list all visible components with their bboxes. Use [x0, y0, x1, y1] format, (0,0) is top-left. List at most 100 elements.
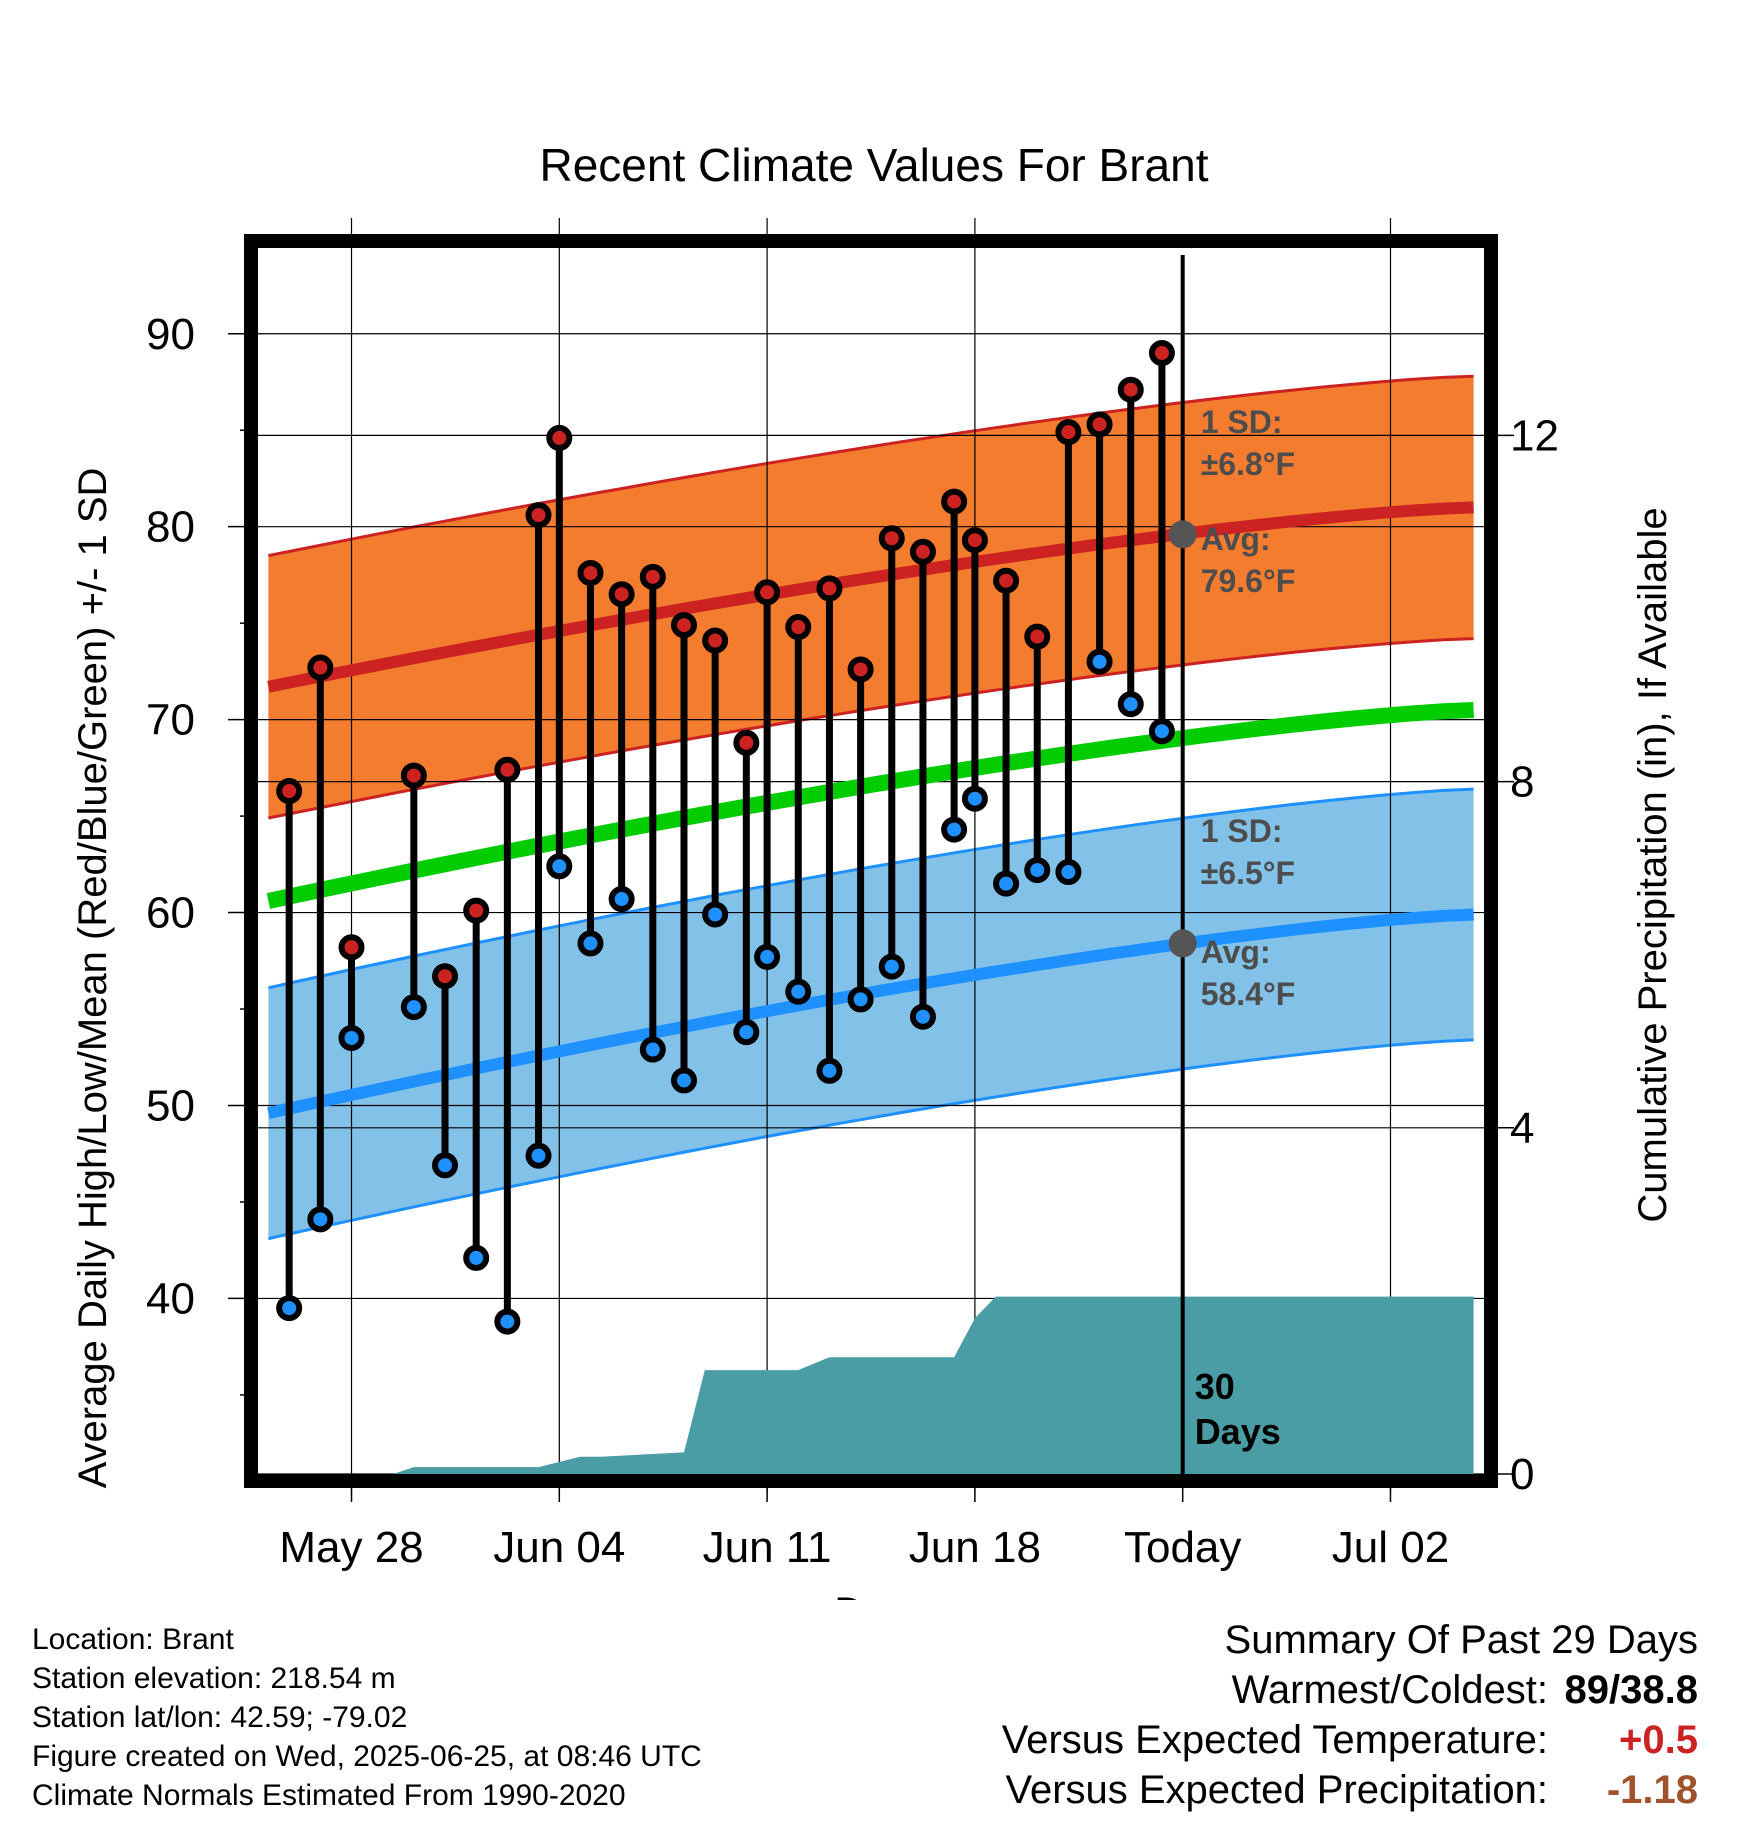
footer-created: Figure created on Wed, 2025-06-25, at 08…: [32, 1740, 702, 1773]
daily-low-point: [961, 785, 988, 812]
high-avg-annotation-line-1: Avg:: [1201, 521, 1271, 557]
y-tick-label: 60: [146, 889, 195, 938]
summary-temp-value: +0.5: [1619, 1718, 1698, 1762]
low-sd-annotation-line-2: ±6.5°F: [1201, 855, 1295, 891]
daily-low-point: [338, 1024, 365, 1051]
daily-low-point: [754, 943, 781, 970]
daily-low-point: [702, 901, 729, 928]
high-avg-annotation-line-2: 79.6°F: [1201, 563, 1296, 599]
daily-high-point: [1117, 376, 1144, 403]
daily-high-point: [608, 581, 635, 608]
high-avg-marker: [1168, 520, 1197, 549]
daily-high-point: [993, 567, 1020, 594]
summary-warmest-value: 89/38.8: [1564, 1668, 1698, 1712]
daily-high-point: [494, 756, 521, 783]
daily-high-point: [639, 563, 666, 590]
daily-high-point: [338, 934, 365, 961]
y2-axis-label: Cumulative Precipitation (in), If Availa…: [1631, 507, 1675, 1222]
daily-high-point: [702, 627, 729, 654]
summary-title: Summary Of Past 29 Days: [1224, 1618, 1698, 1662]
summary-precip-value: -1.18: [1606, 1768, 1698, 1812]
x-tick-label: May 28: [279, 1523, 423, 1572]
daily-low-point: [847, 986, 874, 1013]
summary-temp-row: Versus Expected Temperature: +0.5: [1002, 1718, 1698, 1763]
daily-range-stems: [285, 353, 1166, 1322]
daily-points: [276, 340, 1175, 1335]
footer-location: Location: Brant: [32, 1623, 234, 1656]
days-annotation-line-2: Days: [1195, 1411, 1281, 1452]
daily-low-point: [494, 1308, 521, 1335]
daily-high-point: [754, 579, 781, 606]
precip-fill: [268, 1296, 1474, 1474]
high-sd-band-lower-edge: [268, 637, 1474, 820]
daily-high-point: [1024, 623, 1051, 650]
summary-precip-row: Versus Expected Precipitation: -1.18: [1005, 1768, 1698, 1813]
normal-bands: [268, 374, 1474, 1241]
plot-frame: [244, 234, 1498, 1488]
daily-low-point: [1086, 648, 1113, 675]
daily-high-point: [276, 778, 303, 805]
x-tick-label: Jun 04: [493, 1523, 625, 1572]
daily-high-point: [546, 424, 573, 451]
daily-low-point: [670, 1067, 697, 1094]
x-axis-label: Day: [834, 1590, 905, 1600]
low-sd-band-upper-edge: [268, 787, 1474, 990]
daily-high-point: [1055, 419, 1082, 446]
annotations: 1 SD: ±6.8°F Avg: 79.6°F 1 SD: ±6.5°F Avg: 58.4…: [1168, 404, 1296, 1452]
daily-low-point: [1024, 857, 1051, 884]
daily-low-point: [941, 816, 968, 843]
daily-low-point: [785, 978, 812, 1005]
daily-low-point: [307, 1206, 334, 1233]
y2-tick-label: 12: [1510, 411, 1559, 460]
daily-high-point: [432, 963, 459, 990]
daily-high-point: [525, 502, 552, 529]
climate-chart: Recent Climate Values For Brant 40506070…: [71, 139, 1675, 1600]
x-tick-label: Jul 02: [1332, 1523, 1449, 1572]
y2-tick-label: 4: [1510, 1104, 1534, 1153]
daily-low-point: [878, 953, 905, 980]
daily-low-point: [816, 1057, 843, 1084]
high-sd-annotation-line-2: ±6.8°F: [1201, 446, 1295, 482]
daily-low-point: [1055, 859, 1082, 886]
daily-low-point: [993, 870, 1020, 897]
daily-high-point: [785, 614, 812, 641]
daily-high-point: [878, 525, 905, 552]
summary-warmest-label: Warmest/Coldest:: [1231, 1668, 1548, 1712]
low-avg-marker: [1168, 929, 1197, 958]
days-annotation-line-1: 30: [1195, 1366, 1235, 1407]
daily-high-point: [941, 488, 968, 515]
daily-low-point: [577, 930, 604, 957]
daily-high-point: [577, 559, 604, 586]
summary-warmest-row: Warmest/Coldest: 89/38.8: [1232, 1668, 1698, 1713]
daily-low-point: [1148, 718, 1175, 745]
daily-low-point: [608, 886, 635, 913]
footer-elevation: Station elevation: 218.54 m: [32, 1662, 396, 1695]
y2-tick-label: 8: [1510, 758, 1534, 807]
daily-high-point: [816, 575, 843, 602]
daily-low-point: [909, 1003, 936, 1030]
low-sd-band-lower-edge: [268, 1038, 1474, 1241]
summary-temp-label: Versus Expected Temperature:: [1001, 1718, 1548, 1762]
daily-high-point: [307, 654, 334, 681]
daily-high-point: [1148, 340, 1175, 367]
daily-low-point: [432, 1152, 459, 1179]
daily-low-point: [525, 1142, 552, 1169]
daily-high-point: [670, 612, 697, 639]
y-tick-label: 40: [146, 1274, 195, 1323]
daily-low-point: [463, 1244, 490, 1271]
daily-low-point: [400, 994, 427, 1021]
high-sd-band-upper-edge: [268, 374, 1474, 558]
daily-low-point: [733, 1019, 760, 1046]
y-tick-label: 80: [146, 503, 195, 552]
daily-high-point: [733, 729, 760, 756]
precipitation-area: [268, 1296, 1474, 1474]
axis-ticks: 40 50 60 70 80 90 0 4 8 12 May 28 Jun 04 Jun 11 Jun 1…: [146, 310, 1559, 1572]
y-tick-label: 50: [146, 1081, 195, 1130]
daily-high-point: [463, 897, 490, 924]
daily-high-point: [400, 762, 427, 789]
daily-low-point: [1117, 691, 1144, 718]
average-mean-line: [266, 702, 1474, 909]
x-tick-label: Today: [1124, 1523, 1241, 1572]
low-avg-annotation-line-2: 58.4°F: [1201, 976, 1296, 1012]
low-sd-annotation-line-1: 1 SD:: [1201, 813, 1283, 849]
